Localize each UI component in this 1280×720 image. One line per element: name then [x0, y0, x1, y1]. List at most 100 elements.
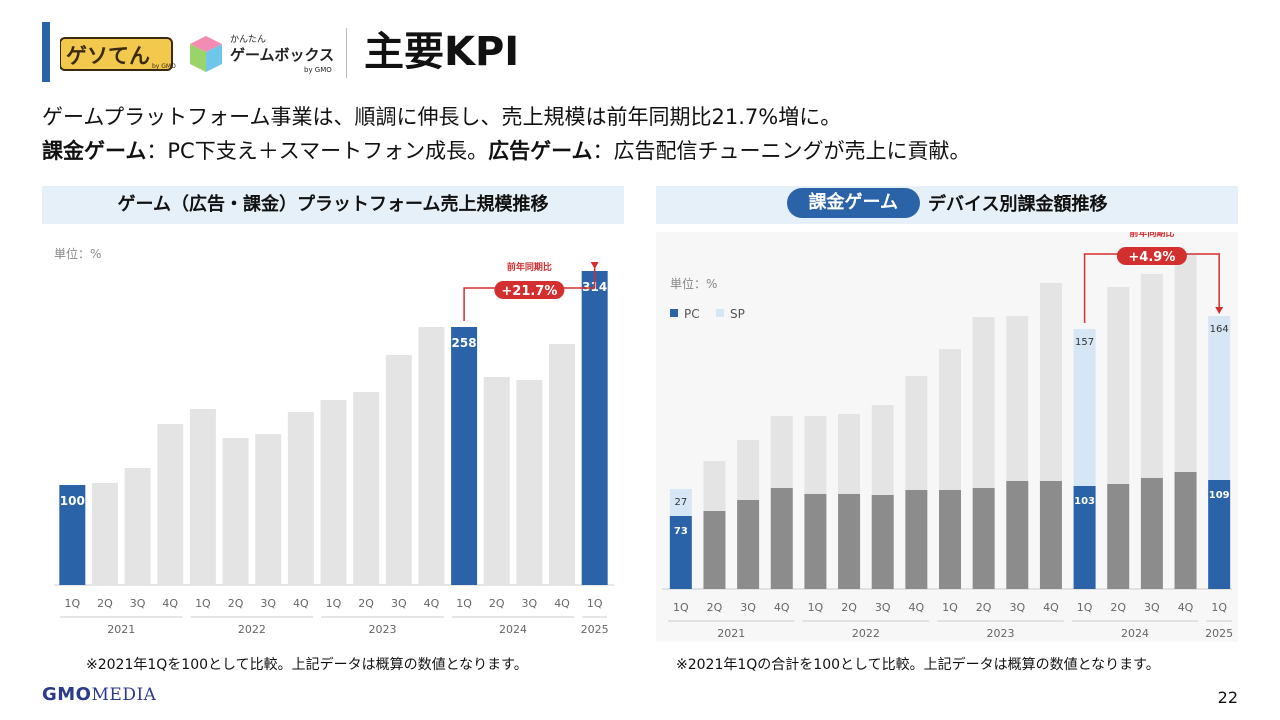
- summary-bold-paid-games: 課金ゲーム: [42, 139, 147, 163]
- gmo-logo-media: MEDIA: [91, 685, 157, 705]
- left-bar-3: [157, 424, 184, 585]
- x-tick-label-2: 3Q: [740, 601, 756, 614]
- x-tick-label-16: 1Q: [587, 597, 603, 610]
- right-bar-sp-13: [1107, 287, 1130, 484]
- x-tick-label-2: 3Q: [130, 597, 146, 610]
- right-bar-sp-11: [1039, 283, 1062, 481]
- yoy-label: 前年同期比: [507, 261, 552, 273]
- legend-pc-label: PC: [684, 307, 700, 321]
- right-bar-pc-7: [905, 490, 928, 589]
- paid-games-pill: 課金ゲーム: [786, 188, 920, 218]
- right-bar-pc-9: [972, 488, 995, 589]
- right-bar-sp-3: [770, 416, 793, 488]
- right-bar-pc-1: [703, 511, 726, 589]
- gesoten-logo: ゲソてん by GMO: [60, 37, 176, 71]
- page-number: 22: [1217, 688, 1238, 707]
- legend-sp-label: SP: [730, 307, 745, 321]
- x-tick-label-15: 4Q: [1178, 601, 1194, 614]
- x-tick-label-10: 3Q: [1009, 601, 1025, 614]
- right-bar-pc-13: [1107, 484, 1130, 589]
- yoy-badge-text: +4.9%: [1128, 250, 1175, 265]
- x-tick-label-13: 2Q: [489, 597, 505, 610]
- x-tick-label-9: 2Q: [358, 597, 374, 610]
- device-billing-chart: 単位：% PC SP 73 103 109 27 157 164 1Q 2Q 3Q 4Q 1Q 2Q 3Q 4Q…: [656, 232, 1238, 642]
- yoy-arrowhead: [590, 262, 599, 269]
- x-tick-label-14: 3Q: [1144, 601, 1160, 614]
- x-tick-label-5: 2Q: [841, 601, 857, 614]
- left-panel-header: ゲーム（広告・課金）プラットフォーム売上規模推移: [42, 186, 624, 224]
- year-label-1: 2022: [238, 623, 266, 636]
- right-bar-sp-12: [1073, 329, 1096, 486]
- header-divider: [346, 28, 347, 78]
- x-tick-label-10: 3Q: [391, 597, 407, 610]
- left-bar-5: [222, 438, 249, 585]
- right-bar-pc-6: [871, 495, 894, 589]
- x-tick-label-8: 1Q: [326, 597, 342, 610]
- yoy-badge: [1116, 247, 1187, 265]
- year-label-0: 2021: [107, 623, 135, 636]
- gmo-media-logo: GMOMEDIA: [42, 684, 156, 705]
- right-bar-pc-14: [1140, 478, 1163, 589]
- right-pc-label-12: 103: [1074, 496, 1095, 507]
- right-bar-pc-12: [1073, 486, 1096, 589]
- right-bar-pc-15: [1174, 472, 1197, 589]
- right-bar-pc-0: [669, 516, 692, 589]
- year-label-1: 2022: [852, 627, 880, 640]
- summary-line-1: ゲームプラットフォーム事業は、順調に伸長し、売上規模は前年同期比21.7%増に。: [42, 105, 842, 129]
- right-bar-sp-4: [804, 416, 827, 494]
- x-tick-label-12: 1Q: [1077, 601, 1093, 614]
- x-tick-label-0: 1Q: [673, 601, 689, 614]
- left-unit-label: 単位：%: [54, 246, 101, 261]
- year-label-2: 2023: [986, 627, 1014, 640]
- right-pc-label-0: 73: [674, 526, 688, 537]
- x-tick-label-11: 4Q: [424, 597, 440, 610]
- right-bar-sp-1: [703, 461, 726, 511]
- right-bar-sp-8: [939, 349, 961, 490]
- left-bar-4: [189, 409, 216, 585]
- right-bar-pc-2: [737, 500, 760, 589]
- x-tick-label-11: 4Q: [1043, 601, 1059, 614]
- left-bar-6: [255, 434, 282, 585]
- year-label-2: 2023: [368, 623, 396, 636]
- left-bar-10: [385, 355, 412, 585]
- x-tick-label-3: 4Q: [774, 601, 790, 614]
- right-bar-sp-15: [1174, 254, 1197, 472]
- year-label-3: 2024: [499, 623, 527, 636]
- left-bar-13: [483, 377, 510, 585]
- x-tick-label-1: 2Q: [707, 601, 723, 614]
- left-bar-0: [59, 485, 86, 585]
- title-accent-bar: [42, 22, 50, 82]
- left-bar-1: [91, 483, 118, 585]
- x-tick-label-3: 4Q: [162, 597, 178, 610]
- left-bar-14: [516, 380, 543, 585]
- right-bar-sp-6: [871, 405, 894, 495]
- year-label-4: 2025: [581, 623, 609, 636]
- right-bar-pc-11: [1039, 481, 1062, 589]
- kantan-gamebox-logo: かんたん ゲームボックス by GMO: [190, 34, 334, 74]
- left-bar-12: [451, 327, 478, 585]
- x-tick-label-4: 1Q: [808, 601, 824, 614]
- left-bar-16: [581, 271, 608, 585]
- x-tick-label-13: 2Q: [1110, 601, 1126, 614]
- yoy-label: 前年同期比: [1129, 232, 1174, 239]
- left-bar-7: [287, 412, 314, 585]
- right-bar-sp-2: [737, 440, 760, 500]
- gesoten-logo-text: ゲソてん: [66, 44, 150, 68]
- right-bar-sp-16: [1208, 316, 1231, 480]
- right-panel-header: 課金ゲーム デバイス別課金額推移: [656, 186, 1238, 224]
- right-footnote: ※2021年1Qの合計を100として比較。上記データは概算の数値となります。: [676, 657, 1160, 673]
- left-bar-2: [124, 468, 151, 585]
- right-sp-label-16: 164: [1210, 324, 1229, 335]
- right-sp-label-12: 157: [1075, 337, 1094, 348]
- x-tick-label-6: 3Q: [875, 601, 891, 614]
- x-tick-label-7: 4Q: [909, 601, 925, 614]
- yoy-badge: [494, 281, 565, 299]
- right-bar-sp-7: [905, 376, 928, 490]
- x-tick-label-16: 1Q: [1211, 601, 1227, 614]
- x-tick-label-9: 2Q: [976, 601, 992, 614]
- x-tick-label-15: 4Q: [554, 597, 570, 610]
- cube-icon: [190, 36, 222, 72]
- summary-bold-ad-games: 広告ゲーム: [488, 139, 593, 163]
- left-bar-11: [418, 327, 445, 585]
